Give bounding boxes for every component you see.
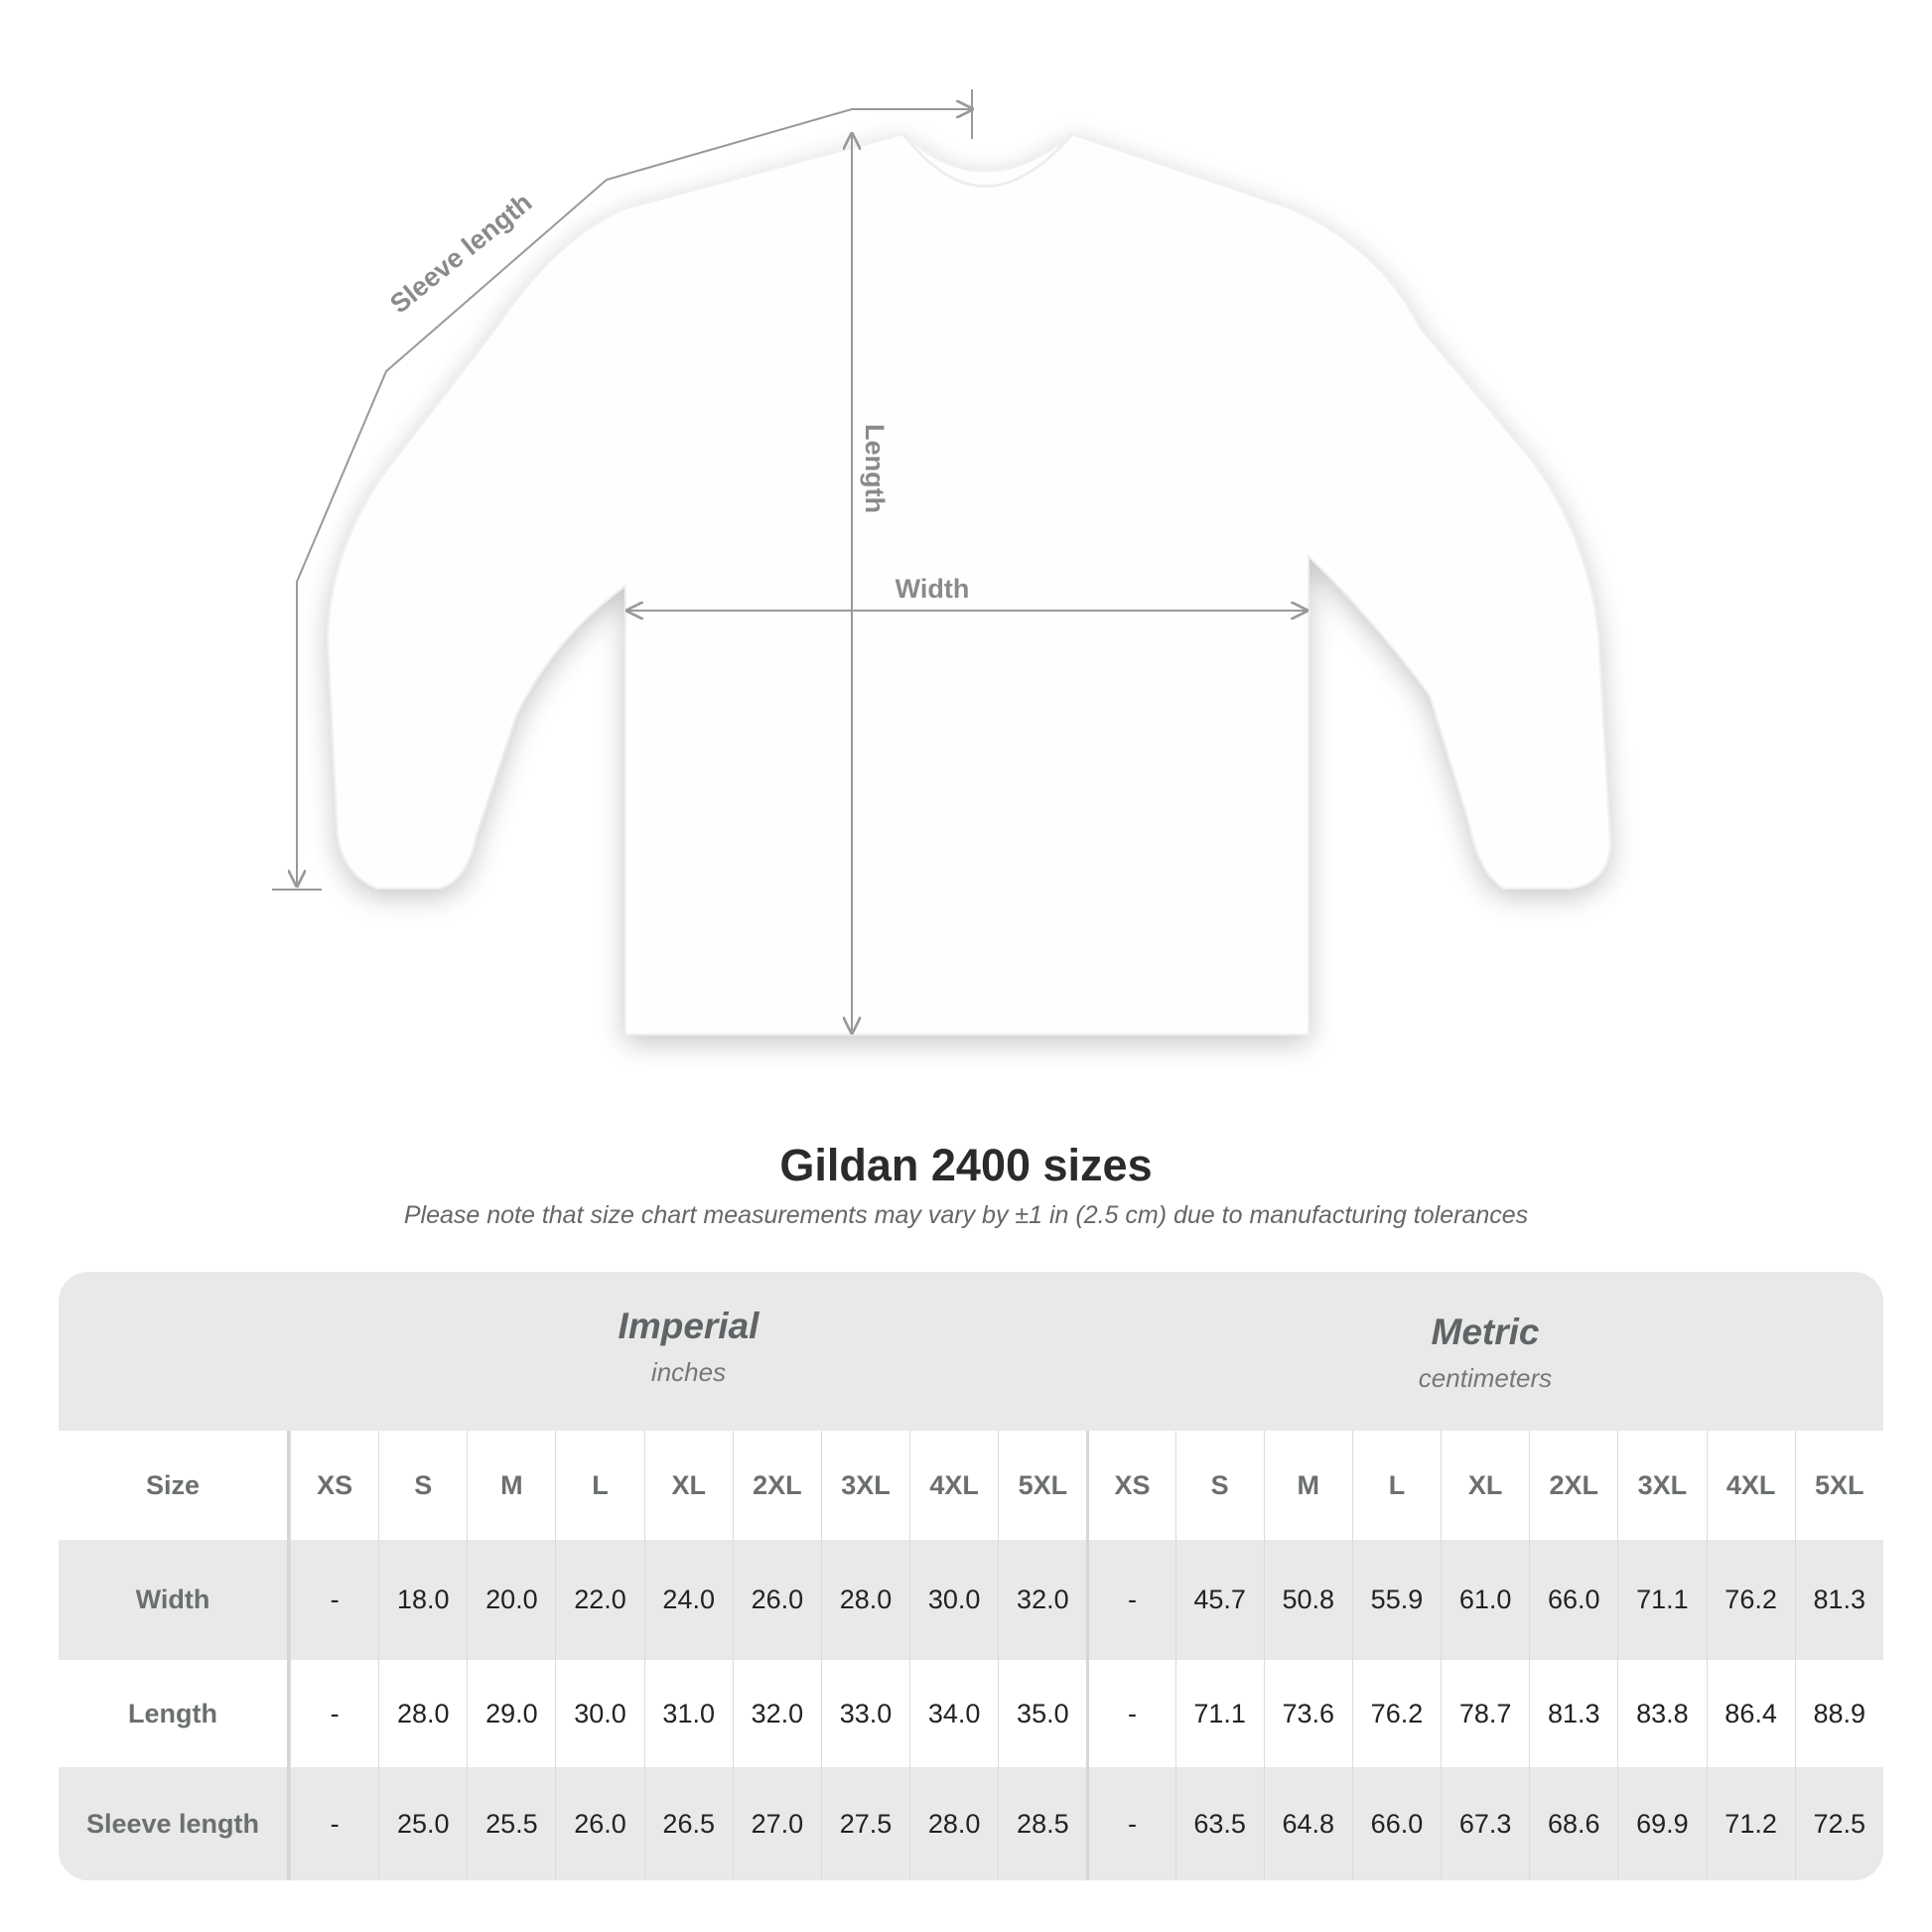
value-cell: 68.6 xyxy=(1529,1767,1617,1880)
value-cell: 31.0 xyxy=(643,1660,733,1767)
size-table: Imperial inches Metric centimeters Size X… xyxy=(59,1272,1883,1880)
sleeve-length-line xyxy=(272,89,972,891)
value-cell: 45.7 xyxy=(1174,1540,1264,1660)
row-label: Length xyxy=(59,1660,290,1767)
value-cell: 35.0 xyxy=(998,1660,1086,1767)
table-row: Sleeve length -25.0 25.5 26.0 26.5 27.0 27.5 28… xyxy=(59,1767,1883,1880)
imperial-title: Imperial xyxy=(618,1306,759,1346)
value-cell: - xyxy=(1086,1660,1174,1767)
table-row: Width -18.0 20.0 22.0 24.0 26.0 28.0 30.0 32.0-4… xyxy=(59,1540,1883,1660)
metric-title: Metric xyxy=(1431,1311,1540,1352)
table-row: Length -28.0 29.0 30.0 31.0 32.0 33.0 34.0 35.0-… xyxy=(59,1660,1883,1767)
value-cell: 81.3 xyxy=(1529,1660,1617,1767)
value-cell: 28.0 xyxy=(820,1540,909,1660)
size-header-cell: 5XL xyxy=(998,1431,1086,1540)
length-label: Length xyxy=(860,424,890,513)
subtitle: Please note that size chart measurements… xyxy=(403,1201,1529,1229)
metric-unit: centimeters xyxy=(1418,1363,1553,1393)
value-cell: 66.0 xyxy=(1351,1767,1441,1880)
value-cell: 26.0 xyxy=(555,1767,643,1880)
value-cell: 33.0 xyxy=(820,1660,909,1767)
size-header-cell: 2XL xyxy=(1529,1431,1617,1540)
value-cell: 64.8 xyxy=(1263,1767,1352,1880)
value-cell: 26.5 xyxy=(643,1767,733,1880)
size-header-cell: S xyxy=(1174,1431,1264,1540)
size-header-cell: L xyxy=(1351,1431,1441,1540)
value-cell: 27.0 xyxy=(732,1767,821,1880)
value-cell: - xyxy=(1086,1540,1174,1660)
value-cell: 22.0 xyxy=(555,1540,643,1660)
value-cell: 25.5 xyxy=(467,1767,555,1880)
value-cell: 24.0 xyxy=(643,1540,733,1660)
shirt-diagram: Sleeve length Length Width xyxy=(272,89,1612,1035)
value-cell: 27.5 xyxy=(820,1767,909,1880)
value-cell: 78.7 xyxy=(1441,1660,1529,1767)
value-cell: 69.9 xyxy=(1617,1767,1706,1880)
page-title: Gildan 2400 sizes xyxy=(779,1140,1153,1190)
value-cell: 63.5 xyxy=(1174,1767,1264,1880)
value-cell: 71.2 xyxy=(1706,1767,1795,1880)
size-header-cell: M xyxy=(467,1431,555,1540)
value-cell: 76.2 xyxy=(1351,1660,1441,1767)
size-header-cell: 2XL xyxy=(732,1431,821,1540)
value-cell: 88.9 xyxy=(1794,1660,1883,1767)
value-cell: 73.6 xyxy=(1263,1660,1352,1767)
metric-group: Metric centimeters xyxy=(1087,1278,1883,1437)
value-cell: 32.0 xyxy=(998,1540,1086,1660)
size-header-cell: 4XL xyxy=(1706,1431,1795,1540)
row-label: Sleeve length xyxy=(59,1767,290,1880)
size-header-cell: M xyxy=(1263,1431,1352,1540)
size-header-cell: S xyxy=(378,1431,467,1540)
size-header-row: Size XS S M L XL 2XL 3XL 4XL 5XL XS S M L XL 2XL 3XL 4XL 5… xyxy=(59,1431,1883,1540)
value-cell: 76.2 xyxy=(1706,1540,1795,1660)
size-header-cell: 4XL xyxy=(909,1431,998,1540)
value-cell: 18.0 xyxy=(378,1540,467,1660)
size-header-cell: XL xyxy=(643,1431,733,1540)
value-cell: 71.1 xyxy=(1174,1660,1264,1767)
sleeve-length-label: Sleeve length xyxy=(384,188,537,320)
value-cell: 29.0 xyxy=(467,1660,555,1767)
value-cell: 28.0 xyxy=(909,1767,998,1880)
value-cell: 28.0 xyxy=(378,1660,467,1767)
value-cell: - xyxy=(290,1767,378,1880)
width-label: Width xyxy=(896,574,970,604)
value-cell: 55.9 xyxy=(1351,1540,1441,1660)
value-cell: 66.0 xyxy=(1529,1540,1617,1660)
value-cell: 67.3 xyxy=(1441,1767,1529,1880)
size-header-cell: 3XL xyxy=(820,1431,909,1540)
imperial-group: Imperial inches xyxy=(290,1272,1087,1431)
value-cell: 34.0 xyxy=(909,1660,998,1767)
value-cell: - xyxy=(290,1540,378,1660)
row-label: Width xyxy=(59,1540,290,1660)
value-cell: 61.0 xyxy=(1441,1540,1529,1660)
size-header-cell: XS xyxy=(1086,1431,1174,1540)
value-cell: 81.3 xyxy=(1794,1540,1883,1660)
size-header-cell: 3XL xyxy=(1617,1431,1706,1540)
value-cell: 72.5 xyxy=(1794,1767,1883,1880)
size-header-cell: L xyxy=(555,1431,643,1540)
size-header-cell: XL xyxy=(1441,1431,1529,1540)
size-header-cell: XS xyxy=(290,1431,378,1540)
value-cell: 26.0 xyxy=(732,1540,821,1660)
value-cell: - xyxy=(290,1660,378,1767)
value-cell: 25.0 xyxy=(378,1767,467,1880)
value-cell: 30.0 xyxy=(909,1540,998,1660)
value-cell: 86.4 xyxy=(1706,1660,1795,1767)
size-header-cell: 5XL xyxy=(1794,1431,1883,1540)
value-cell: 30.0 xyxy=(555,1660,643,1767)
value-cell: - xyxy=(1086,1767,1174,1880)
value-cell: 28.5 xyxy=(998,1767,1086,1880)
value-cell: 50.8 xyxy=(1263,1540,1352,1660)
size-label: Size xyxy=(59,1431,290,1540)
value-cell: 20.0 xyxy=(467,1540,555,1660)
imperial-unit: inches xyxy=(650,1357,727,1387)
value-cell: 32.0 xyxy=(732,1660,821,1767)
value-cell: 71.1 xyxy=(1617,1540,1706,1660)
value-cell: 83.8 xyxy=(1617,1660,1706,1767)
